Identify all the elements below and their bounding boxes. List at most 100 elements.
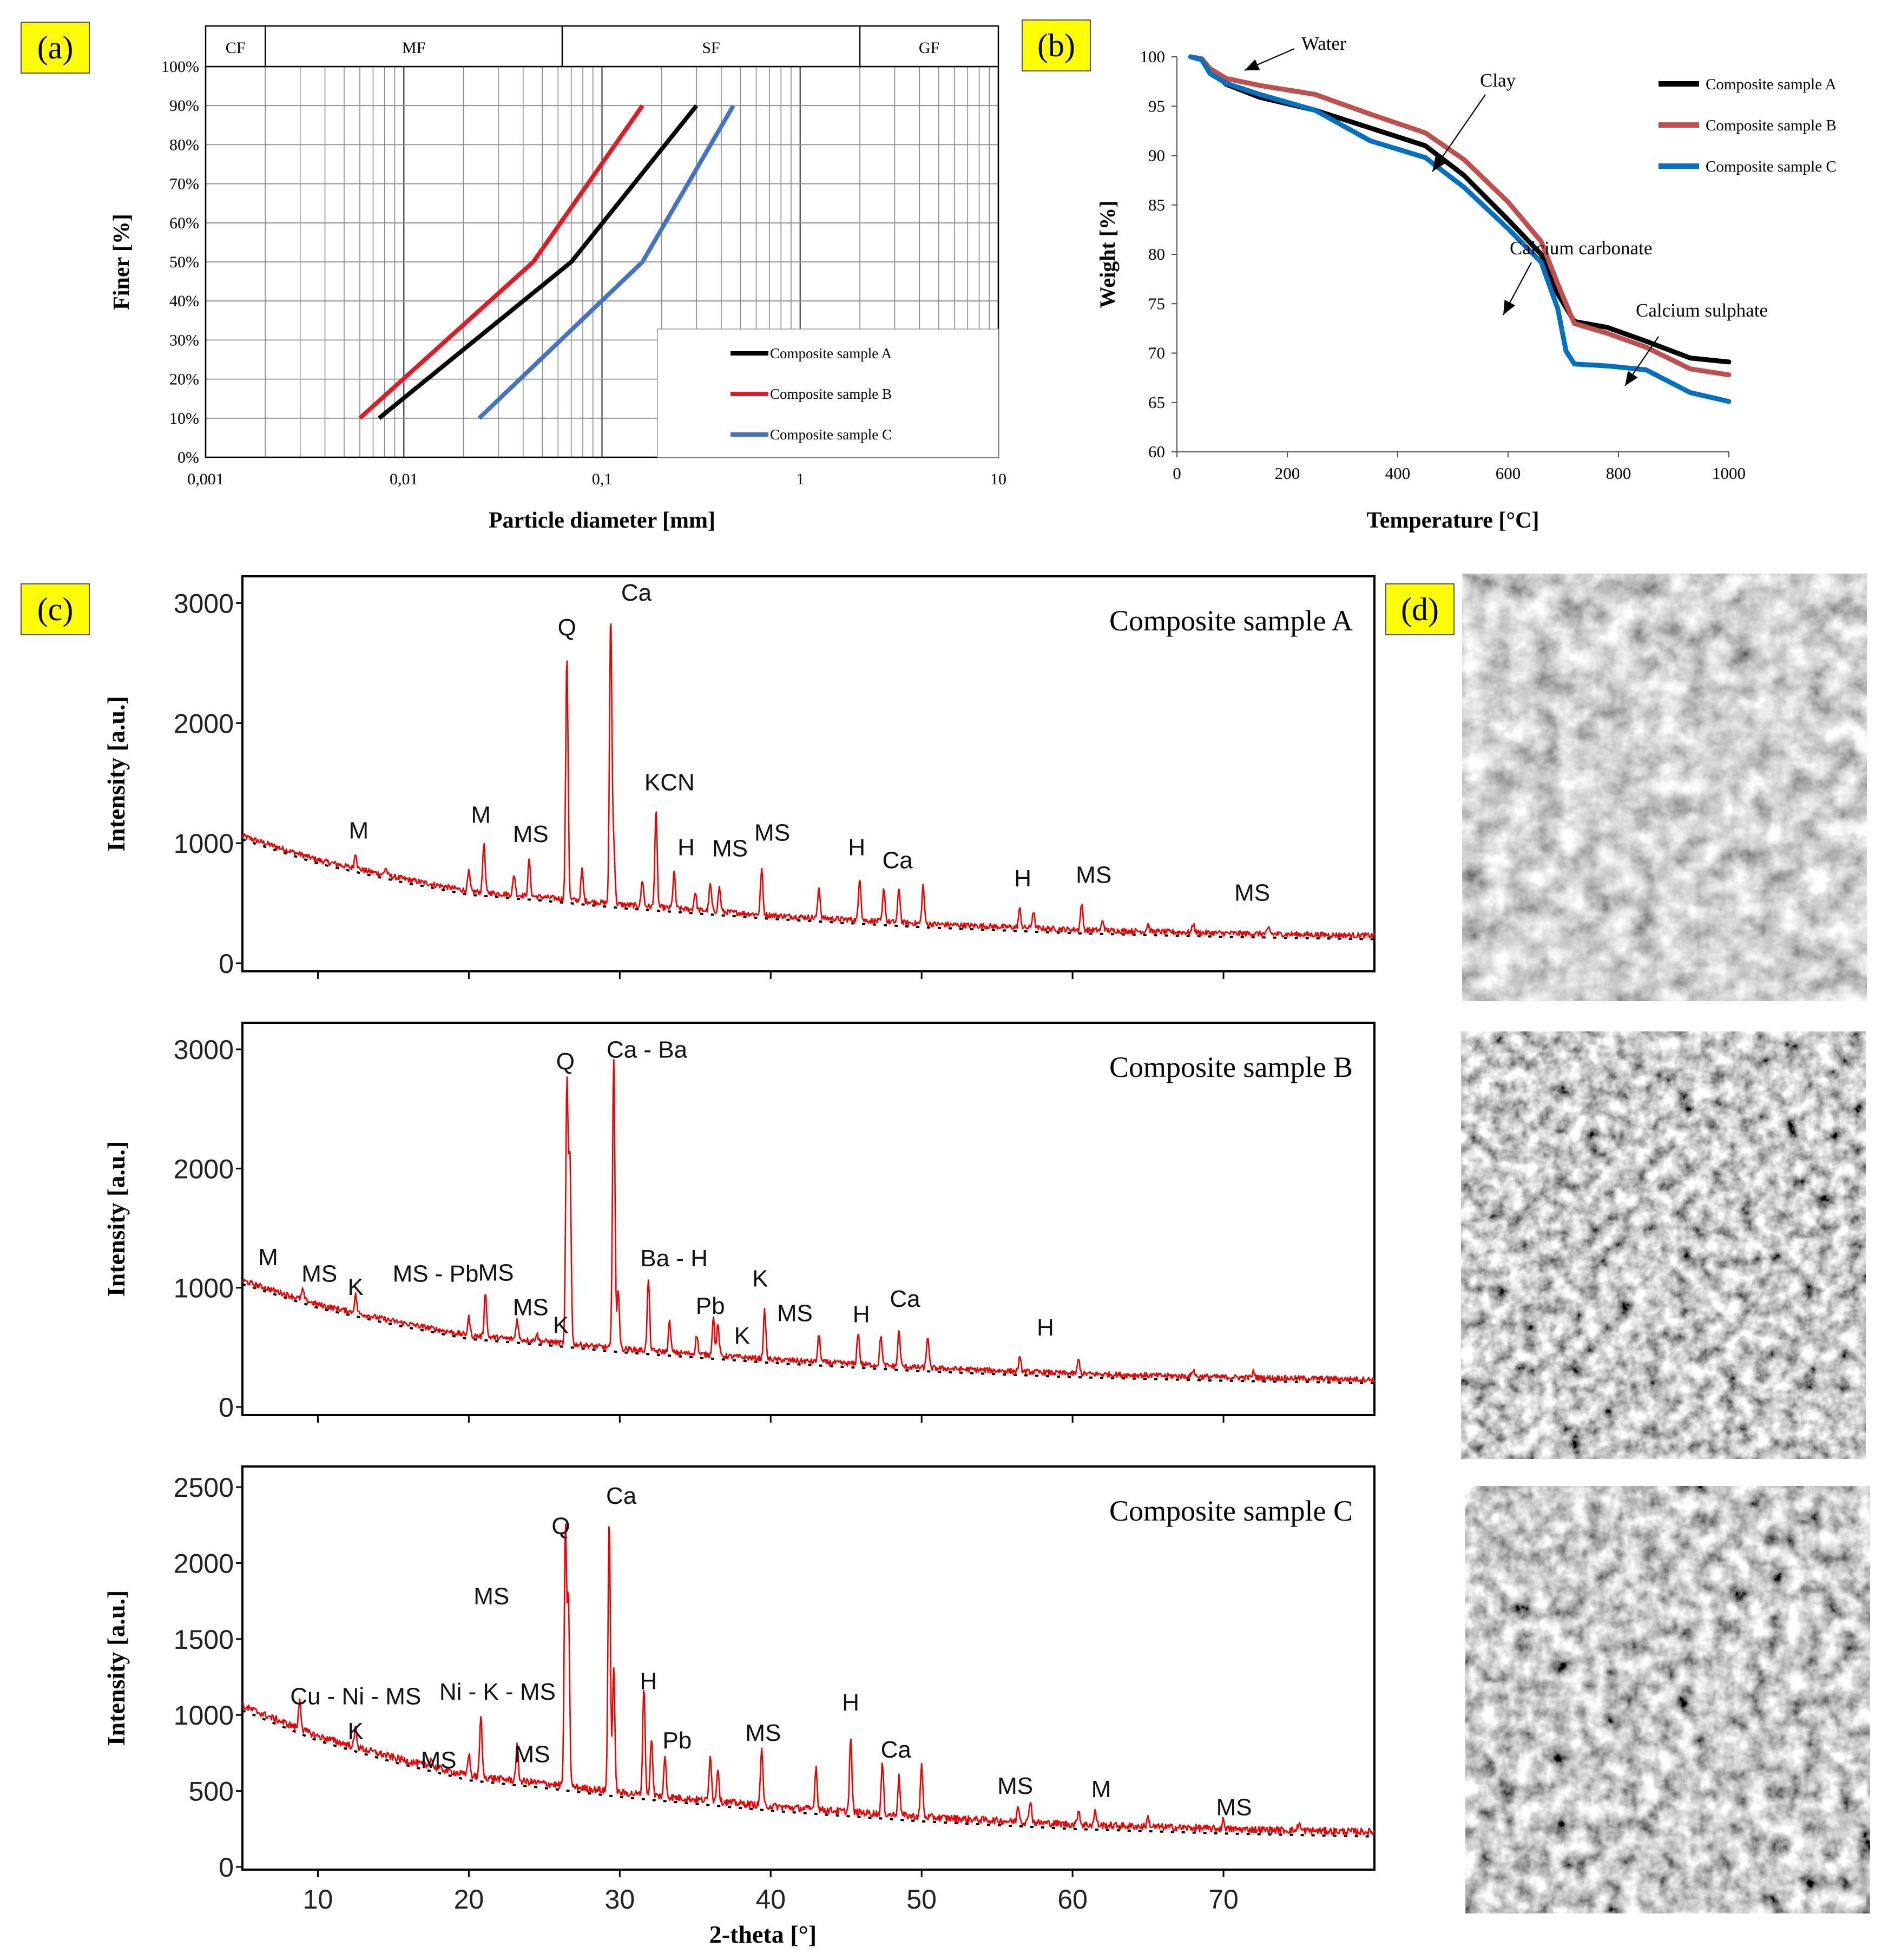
y-tick-label: 3000: [174, 1035, 234, 1065]
y-axis-title: Intensity [a.u.]: [102, 696, 130, 852]
legend-label: Composite sample C: [1706, 158, 1837, 175]
xrd-pattern-line: [241, 1058, 1376, 1383]
y-tick-label: 80%: [169, 136, 199, 154]
phase-label: MS: [513, 1294, 549, 1320]
phase-label: Ca: [890, 1286, 920, 1312]
y-axis-title: Intensity [a.u.]: [102, 1590, 130, 1746]
sem-image-b: [1461, 1031, 1866, 1459]
y-tick-label: 70%: [169, 175, 199, 193]
phase-label: H: [677, 834, 695, 860]
x-tick-label: 600: [1496, 464, 1521, 483]
annotation-arrowhead: [1245, 59, 1260, 70]
y-tick-label: 0: [219, 949, 234, 979]
phase-label: Cu - Ni - MS: [290, 1683, 421, 1710]
phase-label: H: [842, 1689, 859, 1716]
legend-label: Composite sample A: [1706, 76, 1837, 93]
phase-label: H: [640, 1668, 657, 1695]
x-tick-label: 0,1: [592, 470, 613, 488]
phase-label: MS: [997, 1773, 1033, 1799]
legend-box: [657, 328, 999, 458]
x-tick-label: 10: [303, 1884, 333, 1915]
panel-label-d: (d): [1385, 583, 1455, 635]
phase-label: Q: [551, 1513, 570, 1540]
phase-label: Pb: [696, 1293, 725, 1319]
fraction-label: SF: [702, 39, 720, 57]
x-tick-label: 0: [1173, 464, 1181, 483]
phase-label: H: [1037, 1314, 1054, 1341]
fraction-label: MF: [402, 39, 425, 57]
y-tick-label: 2000: [174, 708, 234, 739]
legend-label: Composite sample B: [1706, 117, 1837, 134]
xrd-background-fit: [242, 838, 1375, 940]
phase-label: K: [734, 1323, 750, 1349]
fraction-band: [205, 25, 999, 68]
x-tick-label: 40: [755, 1884, 786, 1915]
phase-label: MS: [754, 820, 790, 846]
y-tick-label: 100: [1140, 47, 1166, 66]
x-axis-title: 2-theta [°]: [709, 1920, 817, 1948]
x-tick-label: 0,01: [390, 470, 418, 488]
phase-label: MS: [712, 836, 748, 862]
particle-size-chart: 0,001 0,01 0,1 1 100%10%20%30%40%50%60%70%80…: [109, 25, 1006, 533]
x-tick-label: 30: [605, 1884, 635, 1915]
xrd-pattern-line: [241, 623, 1376, 939]
series-line: [477, 104, 735, 420]
legend-label: Composite sample C: [770, 426, 892, 443]
y-axis-title: Finer [%]: [109, 214, 134, 310]
y-tick-label: 90%: [169, 97, 199, 115]
phase-label: Pb: [662, 1727, 692, 1754]
sem-micrographs: [1461, 574, 1870, 1913]
annotation-label: Calcium carbonate: [1510, 238, 1652, 259]
annotation-arrowhead: [1625, 371, 1638, 386]
y-tick-label: 80: [1148, 245, 1165, 264]
y-tick-label: 90: [1148, 146, 1165, 165]
phase-label: M: [471, 801, 491, 828]
y-tick-label: 2500: [174, 1472, 234, 1503]
y-tick-label: 1000: [174, 1700, 234, 1731]
y-tick-label: 85: [1148, 195, 1165, 214]
phase-label: MS - Pb: [393, 1261, 479, 1287]
x-tick-label: 1: [796, 470, 804, 488]
y-tick-label: 60%: [169, 214, 199, 232]
legend-label: Composite sample B: [770, 386, 892, 402]
tga-series-line: [1188, 54, 1732, 404]
y-tick-label: 40%: [169, 292, 199, 310]
series-line: [377, 104, 699, 420]
sem-image-c: [1465, 1486, 1870, 1913]
phase-label: MS: [301, 1261, 337, 1287]
y-axis-title: Intensity [a.u.]: [102, 1141, 130, 1297]
phase-label: MS: [515, 1741, 550, 1767]
y-tick-label: 1000: [174, 1273, 234, 1304]
annotation-arrowhead: [1432, 156, 1445, 172]
xrd-panel-frame: [241, 1022, 1376, 1416]
phase-label: Ca: [621, 580, 652, 606]
y-tick-label: 20%: [169, 371, 199, 389]
panel-label-a: (a): [21, 22, 90, 74]
y-tick-label: 1500: [174, 1624, 234, 1655]
phase-label: MS: [1076, 861, 1111, 888]
phase-label: Q: [556, 1049, 575, 1075]
phase-label: MS: [1234, 880, 1270, 906]
panel-label-b: (b): [1022, 19, 1091, 71]
phase-label: H: [1014, 865, 1031, 892]
xrd-pattern-line: [241, 1523, 1376, 1836]
x-axis-title: Particle diameter [mm]: [489, 508, 715, 533]
y-tick-label: 1000: [174, 828, 234, 859]
phase-label: Ba - H: [640, 1245, 708, 1272]
y-tick-label: 95: [1148, 96, 1165, 115]
fraction-label: GF: [919, 39, 939, 57]
y-tick-label: 0: [219, 1392, 234, 1423]
phase-label: K: [348, 1718, 364, 1745]
annotation-arrow: [1432, 94, 1486, 172]
sample-title: Composite sample B: [1109, 1051, 1353, 1083]
x-tick-label: 200: [1275, 464, 1300, 483]
phase-label: Ca: [606, 1483, 637, 1509]
phase-label: M: [1091, 1776, 1111, 1803]
x-tick-label: 70: [1208, 1884, 1239, 1915]
y-axis-title: Weight [%]: [1095, 201, 1120, 308]
x-tick-label: 1000: [1712, 464, 1746, 483]
y-tick-label: 75: [1148, 294, 1165, 313]
x-tick-label: 0,001: [187, 470, 224, 488]
xrd-background-fit: [242, 1283, 1375, 1384]
